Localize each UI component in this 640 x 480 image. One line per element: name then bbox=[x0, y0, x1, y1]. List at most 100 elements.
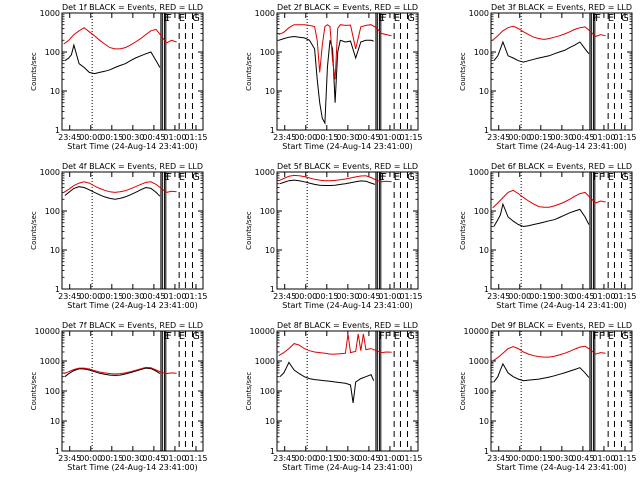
x-tick-label: 00:30 bbox=[336, 292, 359, 301]
y-tick-label: 10 bbox=[50, 417, 60, 426]
x-tick-label: 00:15 bbox=[315, 292, 338, 301]
panel-det-9f: Det 9f BLACK = Events, RED = LLD 1 10 100 10… bbox=[459, 321, 637, 472]
panel-det-2f: Det 2f BLACK = Events, RED = LLD 1 10 100 10… bbox=[245, 3, 423, 151]
plot-frame bbox=[490, 12, 633, 131]
x-tick-label: 00:15 bbox=[100, 133, 123, 142]
event-label: E bbox=[394, 172, 400, 183]
x-tick-label: 00:45 bbox=[357, 133, 380, 142]
y-tick-label: 100 bbox=[474, 207, 489, 216]
event-label: F bbox=[166, 13, 172, 24]
event-label: FF bbox=[593, 172, 605, 183]
plot-frame bbox=[276, 171, 419, 290]
x-tick-label: 23:45 bbox=[58, 292, 81, 301]
y-tick-label: 10 bbox=[50, 246, 60, 255]
x-tick-label: 00:15 bbox=[529, 133, 552, 142]
plot-frame bbox=[490, 171, 633, 290]
y-tick-label: 10000 bbox=[250, 327, 275, 336]
y-axis-label: Counts/sec bbox=[30, 211, 38, 250]
plot-frame bbox=[61, 12, 204, 131]
y-tick-label: 1000 bbox=[469, 357, 489, 366]
plot-frame bbox=[490, 330, 633, 452]
x-tick-label: 00:00 bbox=[79, 133, 102, 142]
y-tick-label: 1000 bbox=[255, 9, 275, 18]
x-tick-label: 00:00 bbox=[508, 292, 531, 301]
x-tick-label: 00:30 bbox=[336, 133, 359, 142]
event-label: E bbox=[378, 172, 384, 183]
y-axis-label: Counts/sec bbox=[30, 52, 38, 91]
x-axis-label: Start Time (24-Aug-14 23:41:00) bbox=[282, 142, 413, 151]
x-tick-label: 23:45 bbox=[487, 454, 510, 463]
x-axis-label: Start Time (24-Aug-14 23:41:00) bbox=[282, 301, 413, 310]
event-label: E bbox=[608, 13, 614, 24]
x-tick-label: 01:00 bbox=[163, 133, 186, 142]
panel-title: Det 3f BLACK = Events, RED = LLD bbox=[491, 3, 632, 12]
x-tick-label: 23:45 bbox=[487, 133, 510, 142]
y-tick-label: 10 bbox=[50, 87, 60, 96]
x-tick-label: 01:15 bbox=[613, 454, 636, 463]
y-tick-label: 1 bbox=[484, 285, 489, 294]
panel-title: Det 8f BLACK = Events, RED = LLD bbox=[277, 321, 418, 330]
x-tick-label: 01:15 bbox=[613, 292, 636, 301]
y-tick-label: 100 bbox=[260, 48, 275, 57]
event-label: F bbox=[166, 331, 172, 342]
x-tick-label: 00:45 bbox=[571, 133, 594, 142]
y-tick-label: 1000 bbox=[40, 168, 60, 177]
event-label: G bbox=[621, 13, 629, 24]
panel-title: Det 4f BLACK = Events, RED = LLD bbox=[62, 162, 203, 171]
event-label: G bbox=[621, 331, 629, 342]
x-tick-label: 00:00 bbox=[294, 292, 317, 301]
x-tick-label: 00:30 bbox=[121, 133, 144, 142]
y-tick-label: 1000 bbox=[40, 357, 60, 366]
y-tick-label: 10 bbox=[479, 246, 489, 255]
x-tick-label: 01:15 bbox=[399, 292, 422, 301]
x-tick-label: 00:45 bbox=[142, 454, 165, 463]
series-red bbox=[63, 181, 177, 193]
series-black bbox=[64, 186, 161, 200]
panel-title: Det 7f BLACK = Events, RED = LLD bbox=[62, 321, 203, 330]
x-tick-label: 00:45 bbox=[357, 292, 380, 301]
y-tick-label: 10 bbox=[479, 417, 489, 426]
x-tick-label: 23:45 bbox=[58, 454, 81, 463]
event-label: E bbox=[163, 331, 169, 342]
x-tick-label: 00:45 bbox=[571, 292, 594, 301]
y-tick-label: 1 bbox=[270, 126, 275, 135]
series-black bbox=[64, 43, 161, 75]
y-tick-label: 100 bbox=[45, 207, 60, 216]
x-tick-label: 01:00 bbox=[592, 133, 615, 142]
x-tick-label: 01:00 bbox=[592, 292, 615, 301]
event-label: E bbox=[608, 172, 614, 183]
event-label: F bbox=[381, 13, 387, 24]
event-label: F bbox=[381, 172, 387, 183]
series-black bbox=[279, 361, 375, 403]
plot-frame bbox=[276, 12, 419, 131]
event-label: F bbox=[166, 172, 172, 183]
event-label: E bbox=[163, 13, 169, 24]
event-label: FF bbox=[593, 331, 605, 342]
event-label: E bbox=[163, 172, 169, 183]
y-tick-label: 100 bbox=[260, 387, 275, 396]
x-tick-label: 01:15 bbox=[613, 133, 636, 142]
x-tick-label: 00:15 bbox=[529, 292, 552, 301]
y-tick-label: 100 bbox=[474, 387, 489, 396]
y-axis-label: Counts/sec bbox=[245, 211, 253, 250]
x-tick-label: 01:00 bbox=[592, 454, 615, 463]
plot-frame bbox=[61, 330, 204, 452]
series-red bbox=[63, 27, 177, 50]
y-tick-label: 1000 bbox=[255, 357, 275, 366]
y-tick-label: 100 bbox=[45, 48, 60, 57]
y-tick-label: 1 bbox=[270, 447, 275, 456]
x-tick-label: 00:30 bbox=[336, 454, 359, 463]
x-tick-label: 23:45 bbox=[487, 292, 510, 301]
x-tick-label: 01:15 bbox=[184, 133, 207, 142]
y-tick-label: 10 bbox=[265, 87, 275, 96]
x-tick-label: 01:15 bbox=[399, 133, 422, 142]
event-label: E bbox=[394, 331, 400, 342]
x-axis-label: Start Time (24-Aug-14 23:41:00) bbox=[282, 463, 413, 472]
x-tick-label: 01:00 bbox=[163, 454, 186, 463]
y-tick-label: 1 bbox=[484, 447, 489, 456]
y-axis-label: Counts/sec bbox=[459, 211, 467, 250]
panel-det-1f: Det 1f BLACK = Events, RED = LLD 1 10 100 10… bbox=[30, 3, 208, 151]
x-tick-label: 01:00 bbox=[378, 292, 401, 301]
panel-title: Det 9f BLACK = Events, RED = LLD bbox=[491, 321, 632, 330]
event-label: E bbox=[394, 13, 400, 24]
